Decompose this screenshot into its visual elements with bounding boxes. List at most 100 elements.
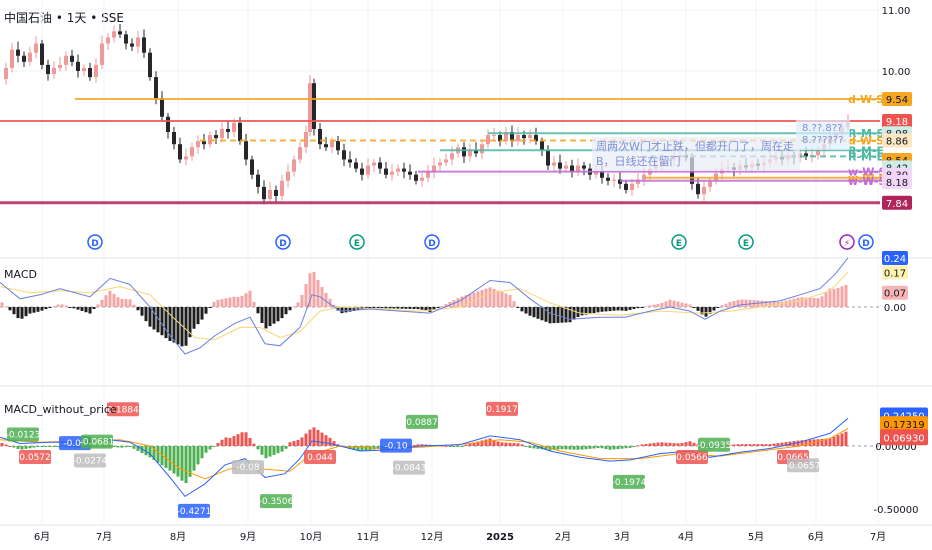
macd2-hist-bar bbox=[144, 446, 148, 456]
macd2-hist-bar bbox=[264, 446, 268, 459]
macd-hist-bar bbox=[280, 307, 284, 319]
macd-hist-bar bbox=[12, 307, 16, 315]
macd-line bbox=[0, 257, 849, 355]
event-marker-circle bbox=[424, 234, 440, 250]
candle-body bbox=[426, 171, 430, 178]
macd-hist-bar bbox=[844, 284, 848, 307]
interval-label[interactable]: 1天 bbox=[66, 11, 87, 25]
macd-hist-bar bbox=[136, 307, 140, 311]
macd-hist-bar bbox=[312, 271, 316, 307]
macd-hist-bar bbox=[504, 293, 508, 307]
macd2-hist-bar bbox=[44, 446, 48, 447]
event-marker-circle bbox=[671, 234, 687, 250]
candle-body bbox=[286, 171, 290, 181]
macd2-hist-bar bbox=[328, 437, 332, 446]
macd-hist-bar bbox=[384, 307, 388, 309]
candle-body bbox=[546, 150, 550, 166]
candle-body bbox=[298, 147, 302, 160]
macd2-hist-bar bbox=[516, 443, 520, 446]
macd2-hist-bar bbox=[204, 446, 208, 453]
macd-hist-bar bbox=[488, 287, 492, 307]
candle-body bbox=[402, 168, 406, 172]
candle-body bbox=[202, 141, 206, 145]
candle-body bbox=[816, 150, 820, 156]
macd-hist-bar bbox=[68, 307, 72, 308]
macd2-point-label: -0.3506 bbox=[259, 497, 294, 507]
macd2-hist-bar bbox=[312, 427, 316, 446]
macd-hist-bar bbox=[204, 307, 208, 314]
header-sep: • bbox=[90, 11, 98, 25]
macd2-hist-bar bbox=[824, 438, 828, 446]
macd-hist-bar bbox=[272, 307, 276, 324]
annotation-value: 8.??.8?? bbox=[802, 123, 842, 134]
candle-body bbox=[88, 67, 92, 78]
macd2-point-label: -0.10 bbox=[384, 442, 408, 452]
symbol-name[interactable]: 中国石油 bbox=[4, 11, 53, 25]
macd-hist-bar bbox=[128, 299, 132, 307]
macd2-hist-bar bbox=[120, 446, 124, 448]
macd-hist-bar bbox=[200, 307, 204, 320]
macd2-point-label: -0.1974 bbox=[612, 478, 647, 488]
macd2-hist-bar bbox=[520, 444, 524, 446]
macd-hist-bar bbox=[624, 307, 628, 311]
macd2-hist-bar bbox=[660, 442, 664, 446]
macd2-hist-bar bbox=[688, 441, 692, 446]
macd-hist-bar bbox=[656, 304, 660, 307]
macd-hist-bar bbox=[8, 307, 12, 311]
candle-body bbox=[432, 165, 436, 172]
candle-body bbox=[190, 147, 194, 157]
macd2-hist-bar bbox=[488, 438, 492, 446]
macd2-hist-bar bbox=[564, 446, 568, 450]
price-badge bbox=[882, 195, 912, 210]
candle-body bbox=[292, 159, 296, 172]
macd-hist-bar bbox=[616, 307, 620, 311]
candle-body bbox=[534, 135, 538, 142]
macd2-hist-bar bbox=[568, 446, 572, 450]
macd2-hist-bar bbox=[528, 446, 532, 448]
macd2-hist-bar bbox=[692, 442, 696, 446]
macd2-hist-bar bbox=[4, 444, 8, 446]
macd2-point-label-box bbox=[787, 458, 819, 473]
macd-hist-bar bbox=[648, 305, 652, 307]
macd2-hist-bar bbox=[200, 446, 204, 459]
macd-hist-bar bbox=[464, 295, 468, 307]
macd-hist-bar bbox=[0, 302, 4, 307]
macd-hist-bar bbox=[372, 307, 376, 308]
event-marker-letter: D bbox=[428, 239, 435, 249]
event-marker-circle bbox=[839, 234, 855, 250]
level-label: d-W-S bbox=[848, 135, 884, 148]
candle-body bbox=[582, 165, 586, 169]
candle-body bbox=[594, 171, 598, 175]
time-tick-label: 7月 bbox=[96, 531, 112, 543]
macd-hist-bar bbox=[52, 306, 56, 308]
candle-body bbox=[390, 171, 394, 175]
macd-hist-bar bbox=[268, 307, 272, 327]
macd2-point-label-box bbox=[81, 434, 113, 449]
candle-body bbox=[348, 159, 352, 163]
candle-body bbox=[118, 31, 122, 35]
candle-body bbox=[4, 67, 8, 79]
macd-hist-bar bbox=[548, 307, 552, 324]
macd-hist-bar bbox=[520, 307, 524, 312]
macd2-hist-bar bbox=[352, 446, 356, 450]
macd-hist-bar bbox=[684, 303, 688, 307]
macd2-point-label-box bbox=[698, 437, 730, 452]
macd2-hist-bar bbox=[476, 441, 480, 446]
macd-hist-bar bbox=[668, 299, 672, 307]
macd2-hist-bar bbox=[832, 436, 836, 446]
price-badge-label: 8.86 bbox=[886, 137, 908, 148]
macd2-hist-bar bbox=[608, 446, 612, 450]
candle-body bbox=[366, 165, 370, 175]
macd-hist-bar bbox=[192, 307, 196, 329]
macd2-hist-bar bbox=[584, 446, 588, 450]
macd2-hist-bar bbox=[320, 432, 324, 446]
macd-hist-bar bbox=[732, 301, 736, 307]
macd2-hist-bar bbox=[36, 446, 40, 447]
annotation-note[interactable]: 周两次W门才止跌，但都开门了，周在走B，日线还在留门 bbox=[592, 137, 800, 171]
macd-badge-label: 0.24 bbox=[884, 254, 906, 265]
macd-hist-bar bbox=[424, 307, 428, 311]
macd2-point-label-box bbox=[260, 494, 292, 509]
macd-hist-bar bbox=[460, 296, 464, 307]
candle-body bbox=[82, 67, 86, 71]
